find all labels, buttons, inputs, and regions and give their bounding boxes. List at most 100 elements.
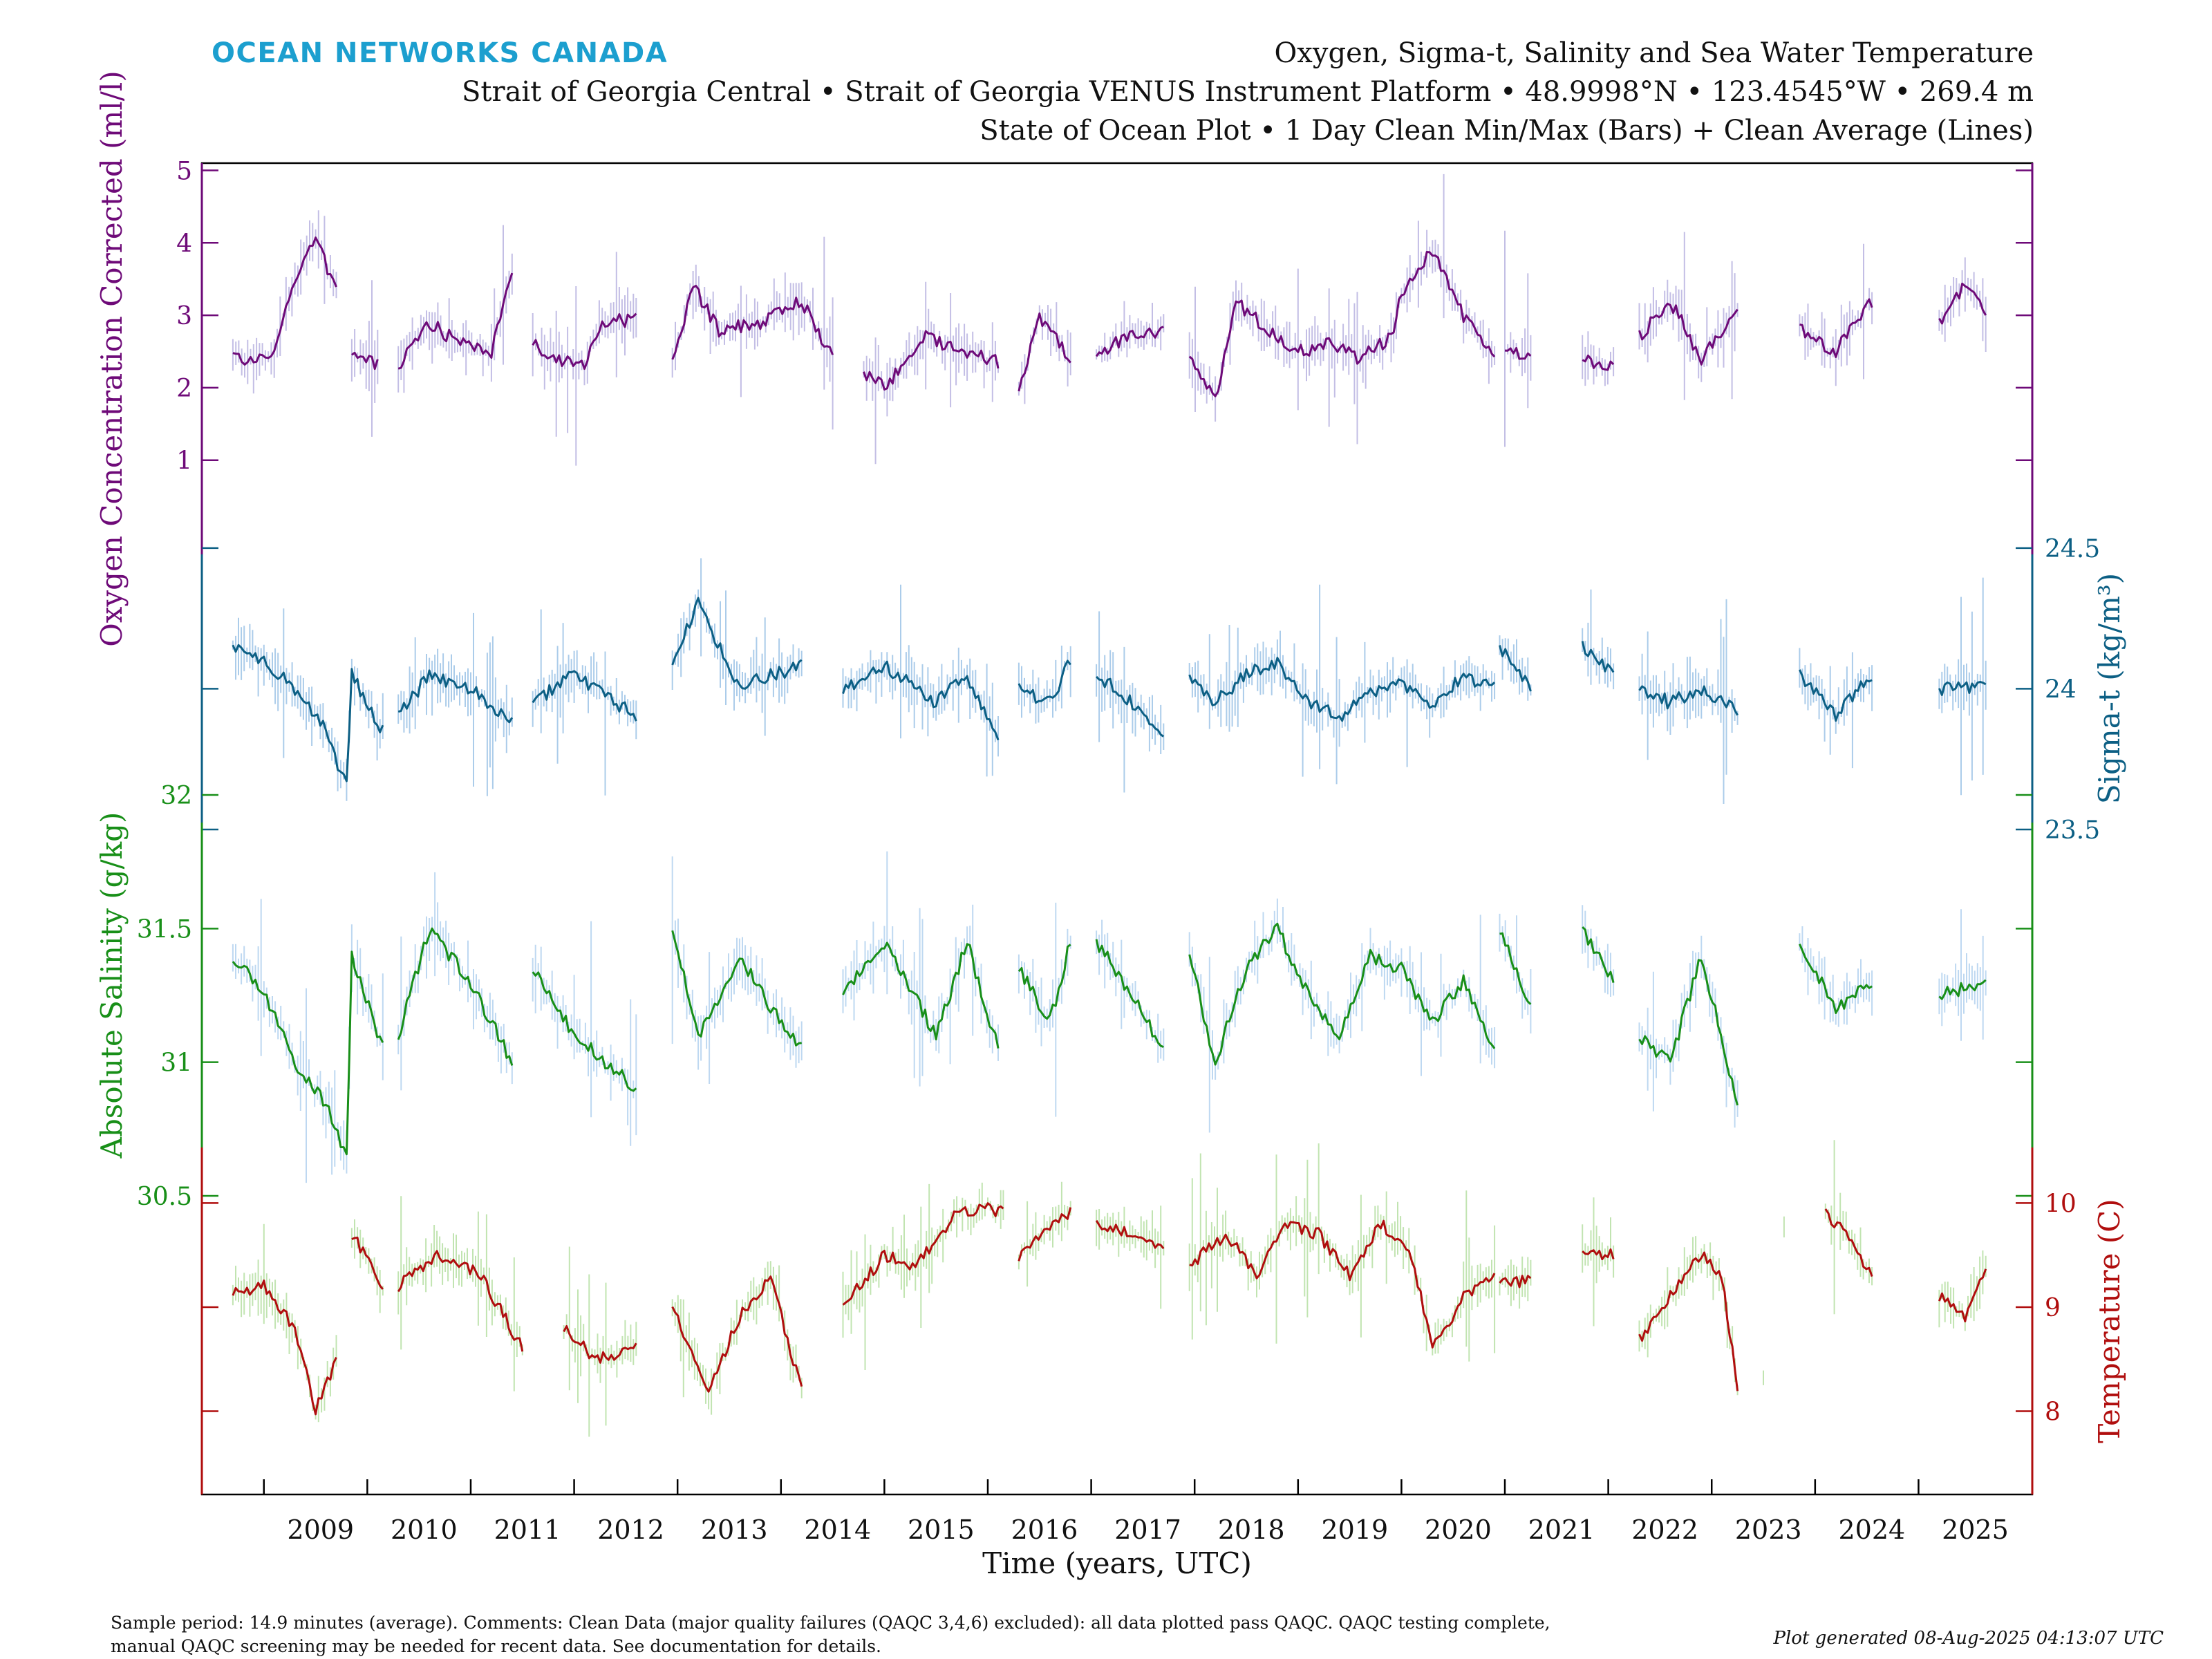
footer-note-line1: Sample period: 14.9 minutes (average). C… xyxy=(111,1613,1550,1633)
temperature-minmax-bar-run xyxy=(842,1182,1004,1370)
temperature-y-tick-label: 8 xyxy=(2045,1398,2061,1427)
temperature-average-line-run xyxy=(1095,1219,1165,1250)
temperature-average-line-run xyxy=(1938,1268,1987,1322)
salinity-y-tick-label: 31.5 xyxy=(137,915,192,944)
salinity-minmax-bar-run xyxy=(1582,905,1615,997)
x-tick-label: 2010 xyxy=(391,1515,458,1545)
salinity-minmax-bar-run xyxy=(397,872,513,1091)
temperature-y-axis: 8 9 10 Temperature (C) xyxy=(200,1147,2126,1494)
chart-subtitle-plot-type: State of Ocean Plot • 1 Day Clean Min/Ma… xyxy=(980,115,2034,147)
oxygen-minmax-bar-run xyxy=(397,225,513,393)
salinity-y-axis-label: Absolute Salinity (g/kg) xyxy=(95,812,129,1159)
oxygen-y-tick-label: 5 xyxy=(176,157,192,185)
salinity-minmax-bar-run xyxy=(1188,898,1496,1133)
oxygen-average-line-run xyxy=(863,330,1000,391)
sigma_t-average-line-run xyxy=(1018,659,1071,704)
salinity-y-axis: 30.5 31 31.5 32 Absolute Salinity (g/kg) xyxy=(95,782,2034,1211)
temperature-average-line-run xyxy=(1189,1219,1496,1349)
temperature-minmax-bar-run xyxy=(232,1224,337,1423)
sigma_t-average-line-run xyxy=(842,660,1000,741)
x-tick-label: 2014 xyxy=(804,1515,871,1545)
temperature-y-tick-label: 9 xyxy=(2045,1294,2061,1322)
sigma_t-minmax-bar-run xyxy=(1582,589,1615,690)
salinity-minmax-bar-run xyxy=(232,899,384,1183)
oxygen-minmax-bar-run xyxy=(232,210,337,394)
x-tick-label: 2021 xyxy=(1528,1515,1595,1545)
oxygen-average-line-run xyxy=(1188,251,1496,397)
oxygen-minmax-bar-run xyxy=(1188,174,1496,444)
salinity-average-line-run xyxy=(1799,944,1873,1014)
salinity-average-line-run xyxy=(1095,939,1164,1048)
sigma_t-minmax-bars xyxy=(232,558,1987,804)
oxygen-average-line-run xyxy=(1095,326,1164,357)
x-tick-label: 2018 xyxy=(1218,1515,1285,1545)
y-axes-layer: 1 2 3 4 5 Oxygen Concentration Corrected (ml/… xyxy=(95,71,2126,1494)
x-tick-label: 2022 xyxy=(1631,1515,1698,1545)
oxygen-minmax-bar-run xyxy=(1018,302,1071,404)
x-tick-label: 2013 xyxy=(701,1515,768,1545)
oxygen-minmax-bars xyxy=(232,174,1987,466)
temperature-average-line-run xyxy=(1824,1208,1873,1277)
temperature-average-line-run xyxy=(1499,1275,1532,1288)
oxygen-y-tick-label: 4 xyxy=(176,229,192,258)
x-axis: 2009 2010 2011 2012 2013 2014 2015 2016 2017 2018… xyxy=(263,1479,2009,1545)
salinity-minmax-bar-run xyxy=(1938,909,1987,1041)
oxygen-y-tick-label: 3 xyxy=(176,302,192,330)
sigma_t-average-line-run xyxy=(1096,675,1165,738)
oxygen-y-tick-label: 2 xyxy=(176,375,192,403)
oxygen-average-line-run xyxy=(397,272,514,370)
sigma_t-average-line-run xyxy=(1499,645,1532,692)
temperature-y-tick-label: 10 xyxy=(2045,1190,2077,1218)
temperature-average-line-run xyxy=(351,1237,384,1291)
salinity-average-line-run xyxy=(532,971,637,1092)
sigma_t-minmax-bar-run xyxy=(1018,646,1071,724)
oxygen-average-line-run xyxy=(1504,347,1532,360)
salinity-average-line-run xyxy=(1499,932,1532,1005)
x-axis-label: Time (years, UTC) xyxy=(982,1546,1252,1580)
oxygen-y-tick-label: 1 xyxy=(176,447,192,476)
temperature-minmax-bar-run xyxy=(1018,1181,1071,1287)
temperature-minmax-bar-run xyxy=(671,1261,803,1415)
oxygen-average-line-run xyxy=(232,236,337,366)
oxygen-average-line-run xyxy=(532,312,637,371)
sigma_t-average-line-run xyxy=(671,597,803,690)
sigma_t-average-line xyxy=(232,597,1987,782)
sigma_t-minmax-bar-run xyxy=(1799,648,1873,769)
x-tick-label: 2009 xyxy=(287,1515,354,1545)
x-tick-label: 2019 xyxy=(1321,1515,1388,1545)
salinity-average-line-run xyxy=(397,927,514,1066)
salinity-minmax-bars xyxy=(232,851,1987,1183)
salinity-average-line-run xyxy=(232,950,384,1156)
sigma_t-average-line-run xyxy=(532,670,637,722)
salinity-average-line-run xyxy=(1582,926,1615,983)
oxygen-minmax-bar-run xyxy=(1938,257,1987,352)
salinity-average-line xyxy=(232,922,1987,1156)
sigma_t-minmax-bar-run xyxy=(397,612,513,796)
salinity-minmax-bar-run xyxy=(1018,902,1071,1117)
oxygen-average-line-run xyxy=(1582,354,1615,371)
oxygen-minmax-bar-run xyxy=(671,236,834,430)
oxygen-y-axis: 1 2 3 4 5 Oxygen Concentration Corrected (ml/… xyxy=(95,71,2034,647)
oxygen-average-line-run xyxy=(1018,312,1071,392)
oxygen-y-axis-label: Oxygen Concentration Corrected (ml/l) xyxy=(95,71,129,646)
oxygen-average-line-run xyxy=(671,285,834,360)
temperature-minmax-bar-run xyxy=(1188,1143,1496,1362)
oxygen-minmax-bar-run xyxy=(1504,230,1532,447)
salinity-minmax-bar-run xyxy=(1096,919,1165,1063)
oxygen-average-line-run xyxy=(1938,282,1987,325)
sigma_t-average-line-run xyxy=(1188,657,1496,722)
sigma_t-y-axis: 23.5 24 24.5 Sigma-t (kg/m³) xyxy=(200,535,2126,845)
sigma_t-y-tick-label: 24.5 xyxy=(2045,535,2100,563)
temperature-minmax-bar-run xyxy=(397,1196,523,1391)
temperature-minmax-bar-run xyxy=(1938,1250,1987,1331)
average-lines-layer xyxy=(232,236,1987,1416)
temperature-y-axis-label: Temperature (C) xyxy=(2092,1199,2126,1443)
temperature-average-line-run xyxy=(232,1280,337,1416)
salinity-average-line-run xyxy=(842,941,1000,1049)
oxygen-minmax-bar-run xyxy=(863,281,999,465)
chart-subtitle-location: Strait of Georgia Central • Strait of Ge… xyxy=(462,76,2034,108)
oxygen-average-line-run xyxy=(1638,302,1738,366)
plot-generated-timestamp: Plot generated 08-Aug-2025 04:13:07 UTC xyxy=(1773,1628,2164,1649)
sigma_t-minmax-bar-run xyxy=(232,608,384,801)
